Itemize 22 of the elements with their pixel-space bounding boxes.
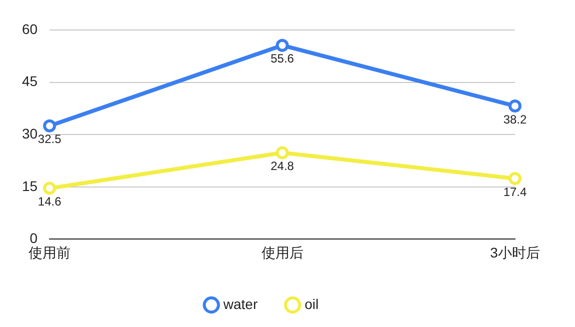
data-label: 55.6 (270, 52, 294, 66)
point (508, 172, 522, 186)
y-tick-label: 60 (22, 20, 38, 37)
data-label: 38.2 (503, 112, 527, 126)
x-tick-label: 使用前 (28, 244, 71, 260)
y-tick-label: 0 (30, 230, 38, 246)
x-tick-label: 使用后 (261, 244, 304, 260)
point (276, 146, 289, 160)
y-tick-label: 15 (22, 178, 38, 194)
legend-label: water (222, 296, 258, 312)
x-tick-label: 3小时后 (490, 244, 540, 260)
data-label: 17.4 (503, 184, 527, 199)
data-label: 32.5 (38, 132, 62, 146)
y-tick-label: 45 (22, 73, 38, 90)
point (43, 182, 56, 195)
point (508, 100, 522, 113)
point (276, 38, 289, 52)
point (43, 119, 56, 132)
data-label: 24.8 (270, 159, 294, 174)
data-label: 14.6 (38, 194, 62, 209)
y-tick-label: 30 (22, 125, 38, 142)
legend-label: oil (304, 296, 319, 312)
